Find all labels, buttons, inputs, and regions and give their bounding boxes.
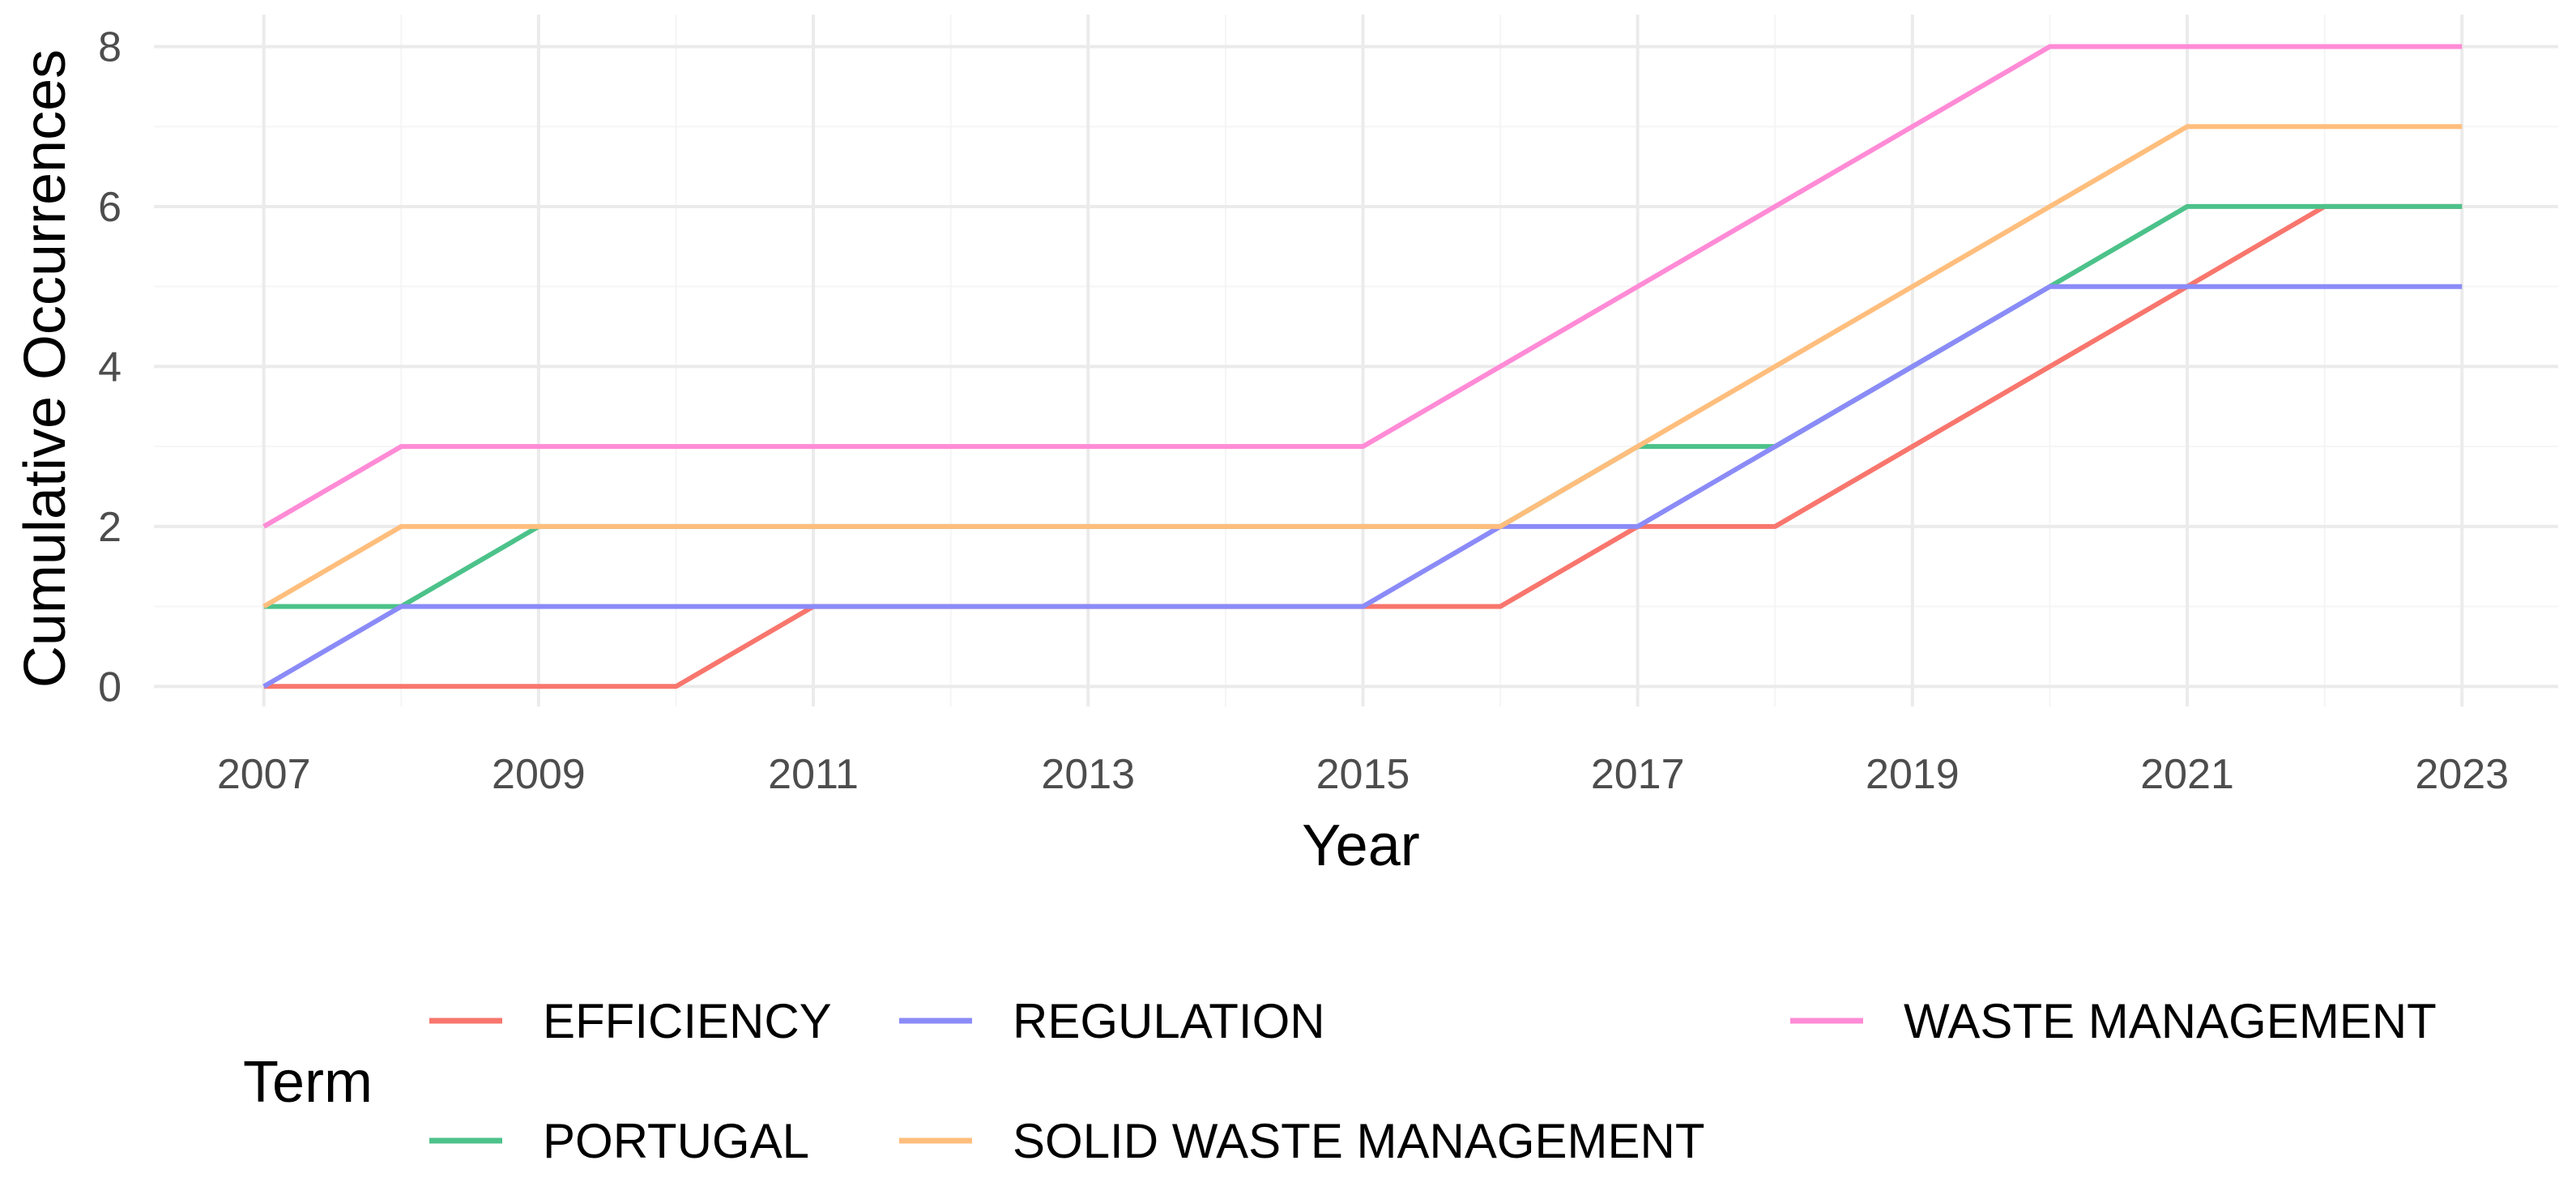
x-tick-label: 2015: [1316, 751, 1410, 798]
legend: Term EFFICIENCY REGULATION WASTE MANAGEMEN…: [243, 994, 2437, 1168]
legend-label-regulation: REGULATION: [1013, 994, 1325, 1048]
legend-label-portugal: PORTUGAL: [543, 1114, 809, 1168]
series-lines: [262, 44, 2463, 689]
legend-label-solid-waste-management: SOLID WASTE MANAGEMENT: [1013, 1114, 1705, 1168]
x-tick-label: 2019: [1866, 751, 1960, 798]
legend-label-waste-management: WASTE MANAGEMENT: [1904, 994, 2437, 1048]
x-tick-label: 2013: [1041, 751, 1135, 798]
legend-label-efficiency: EFFICIENCY: [543, 994, 832, 1048]
x-tick-label: 2011: [768, 751, 859, 798]
x-tick-label: 2007: [217, 751, 311, 798]
y-axis-title: Cumulative Occurrences: [13, 49, 78, 688]
y-tick-label: 2: [98, 504, 122, 551]
y-tick-label: 4: [98, 344, 122, 390]
x-axis-tick-labels: 2007 2009 2011 2013 2015 2017 2019 2021 2023: [217, 751, 2509, 798]
y-axis-tick-labels: 0 2 4 6 8: [98, 23, 122, 710]
series-line-waste-management: [262, 44, 2463, 529]
y-tick-label: 0: [98, 664, 122, 710]
x-tick-label: 2009: [492, 751, 586, 798]
x-axis-title: Year: [1302, 813, 1419, 878]
y-tick-label: 6: [98, 184, 122, 231]
x-tick-label: 2021: [2140, 751, 2234, 798]
y-tick-label: 8: [98, 23, 122, 70]
series-line-solid-waste-management: [262, 124, 2463, 609]
legend-title: Term: [243, 1050, 373, 1115]
series-line-regulation: [262, 284, 2463, 689]
x-tick-label: 2017: [1591, 751, 1685, 798]
x-tick-label: 2023: [2415, 751, 2509, 798]
